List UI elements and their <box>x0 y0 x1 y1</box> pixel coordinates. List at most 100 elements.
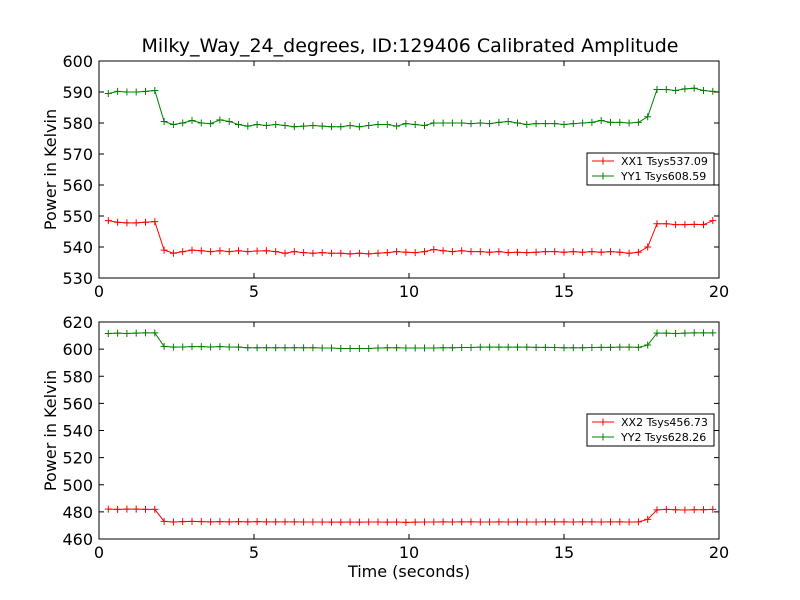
y-tick-label: 530 <box>62 269 93 288</box>
y-tick-label: 540 <box>62 238 93 257</box>
data-point <box>458 518 466 526</box>
data-point <box>486 120 494 128</box>
data-point <box>355 518 363 526</box>
data-point <box>672 330 680 338</box>
data-point <box>672 86 680 94</box>
y-tick-label: 480 <box>62 503 93 522</box>
series-line-yy <box>108 87 713 128</box>
data-point <box>225 518 233 526</box>
data-point <box>132 88 140 96</box>
data-point <box>411 121 419 129</box>
data-point <box>504 117 512 125</box>
data-point <box>142 218 149 226</box>
x-tick-label: 0 <box>94 282 104 301</box>
data-point <box>644 243 652 251</box>
data-point <box>588 118 596 126</box>
data-point <box>700 329 707 337</box>
data-point <box>532 120 540 128</box>
data-point <box>290 518 298 526</box>
data-point <box>551 343 559 351</box>
data-point <box>235 518 242 526</box>
x-tick-label: 10 <box>399 282 419 301</box>
data-point <box>579 518 587 526</box>
data-point <box>393 122 401 130</box>
data-point <box>300 249 308 257</box>
data-point <box>504 343 512 351</box>
series-line-xx <box>108 508 713 523</box>
data-point <box>169 249 177 257</box>
data-point <box>272 344 280 352</box>
data-point <box>430 119 438 127</box>
y-tick-label: 550 <box>62 207 93 226</box>
data-point <box>114 87 122 95</box>
data-point <box>328 344 335 352</box>
data-point <box>662 505 670 513</box>
data-point <box>374 121 382 129</box>
data-point <box>355 344 363 352</box>
data-point <box>644 341 652 349</box>
data-point <box>672 221 680 229</box>
data-point <box>448 344 456 352</box>
data-point <box>346 250 354 258</box>
data-point <box>151 505 159 513</box>
data-point <box>253 121 261 129</box>
data-point <box>151 86 159 94</box>
data-point <box>346 121 354 129</box>
data-point <box>188 246 196 254</box>
data-point <box>393 518 401 526</box>
data-point <box>253 518 261 526</box>
data-point <box>597 117 605 125</box>
data-point <box>625 119 633 127</box>
data-point <box>662 86 670 94</box>
data-point <box>504 249 512 257</box>
data-point <box>541 518 549 526</box>
top-subplot: 0 5 10 15 20 530 540 550 560 570 580 590 600 Power in… <box>41 52 729 301</box>
data-point <box>104 505 112 513</box>
data-point <box>644 113 652 121</box>
data-point <box>337 123 345 131</box>
data-point <box>421 248 428 256</box>
y-tick-label: 600 <box>62 340 93 359</box>
data-point <box>328 249 335 257</box>
data-point <box>467 120 475 128</box>
data-point <box>476 343 484 351</box>
data-point <box>132 505 140 513</box>
data-point <box>290 248 298 256</box>
data-point <box>439 344 447 352</box>
data-point <box>328 123 335 131</box>
x-tick-label: 10 <box>399 543 419 562</box>
data-point <box>337 249 345 257</box>
data-point <box>458 247 466 255</box>
legend-entry: XX1 Tsys537.09 <box>621 155 708 168</box>
data-point <box>616 118 624 126</box>
data-point <box>514 119 521 127</box>
data-point <box>216 518 224 526</box>
x-tick-label: 15 <box>554 282 574 301</box>
data-point <box>597 518 605 526</box>
data-point <box>411 249 419 257</box>
data-point <box>216 247 224 255</box>
data-point <box>160 517 168 525</box>
data-point <box>597 343 605 351</box>
data-point <box>114 329 122 337</box>
data-point <box>309 249 317 257</box>
data-point <box>281 344 289 352</box>
data-point <box>634 518 642 526</box>
data-point <box>160 342 168 350</box>
data-point <box>197 119 205 127</box>
data-point <box>383 121 391 129</box>
data-point <box>551 248 559 256</box>
data-point <box>430 344 438 352</box>
data-point <box>169 518 177 526</box>
data-point <box>476 248 484 256</box>
data-point <box>532 518 540 526</box>
data-point <box>300 122 308 130</box>
x-tick-label: 20 <box>709 282 729 301</box>
data-point <box>653 220 661 228</box>
data-point <box>448 119 456 127</box>
data-point <box>309 344 317 352</box>
data-point <box>281 121 289 129</box>
data-point <box>318 249 326 257</box>
data-point <box>272 121 280 129</box>
data-point <box>374 344 382 352</box>
